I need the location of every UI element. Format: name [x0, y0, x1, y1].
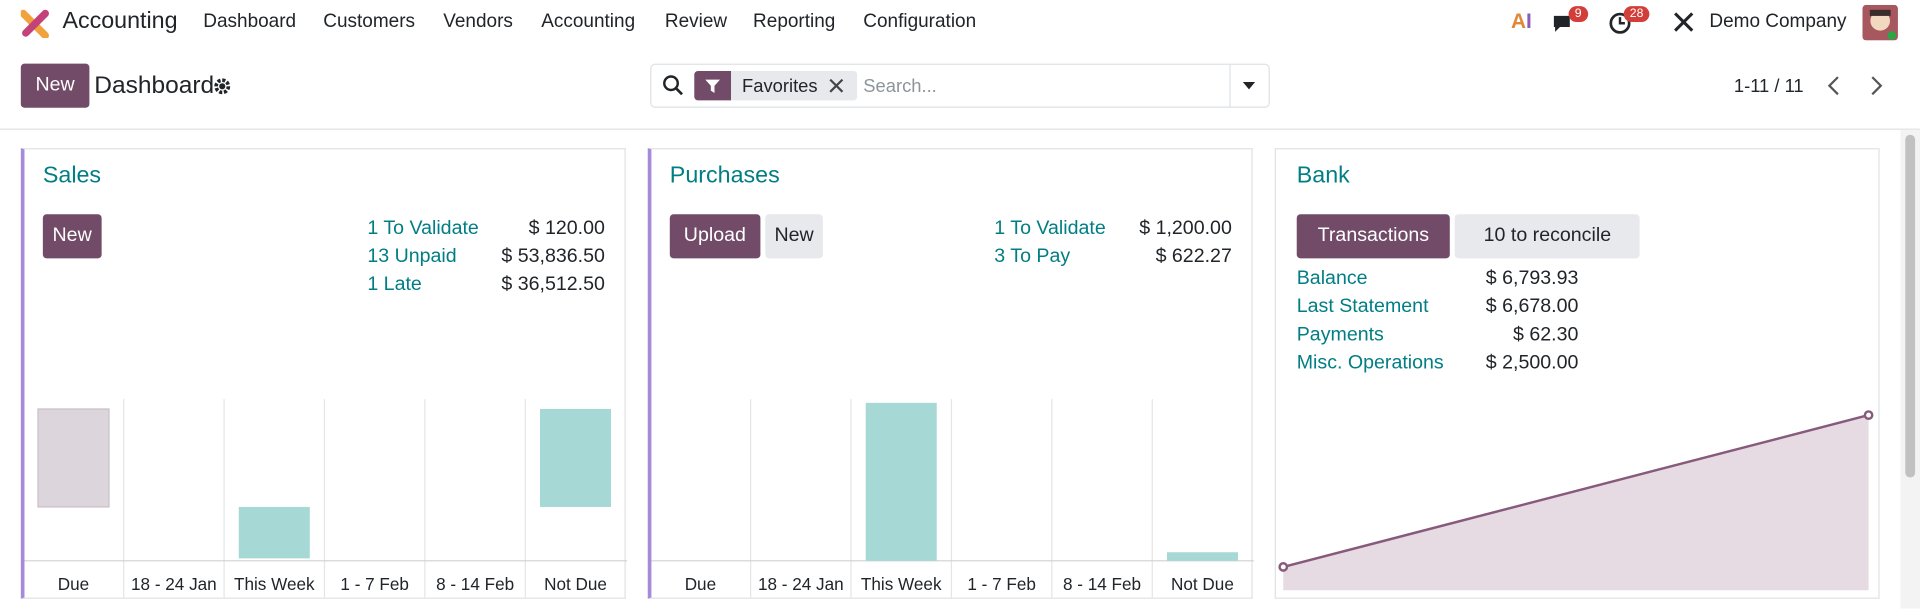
- divider: [1229, 64, 1231, 107]
- chat-icon[interactable]: [1551, 12, 1575, 34]
- stat-label[interactable]: 1 Late: [367, 274, 422, 296]
- x-tick-label: Not Due: [544, 574, 607, 594]
- stat-label[interactable]: Misc. Operations: [1296, 352, 1444, 374]
- stat-label[interactable]: Balance: [1296, 268, 1368, 289]
- menu-item[interactable]: Configuration: [863, 11, 977, 32]
- stat-label[interactable]: Payments: [1296, 324, 1384, 346]
- stat-amount: $ 36,512.50: [501, 274, 605, 296]
- avatar[interactable]: [1862, 4, 1898, 41]
- graph: [1278, 410, 1874, 591]
- stat-label[interactable]: 1 To Validate: [367, 217, 479, 239]
- new-button[interactable]: New: [20, 63, 90, 108]
- bar: [540, 408, 612, 507]
- company-name[interactable]: Demo Company: [1709, 11, 1847, 32]
- line: [1282, 413, 1869, 569]
- stat-amount: $ 6,678.00: [1485, 296, 1579, 318]
- stat-amount: $ 622.27: [1155, 246, 1232, 267]
- point: [1278, 562, 1289, 572]
- app-name: Accounting: [62, 8, 178, 35]
- stat-label[interactable]: Last Statement: [1296, 296, 1429, 318]
- gear-icon[interactable]: [213, 77, 231, 95]
- menu-item[interactable]: Customers: [323, 11, 416, 32]
- card-button[interactable]: Transactions: [1296, 214, 1451, 259]
- card-title[interactable]: Sales: [42, 162, 102, 189]
- x-tick-label: This Week: [861, 574, 942, 594]
- card-button[interactable]: New: [42, 214, 102, 259]
- stat-amount: $ 62.30: [1512, 324, 1579, 346]
- dashboard-card: Purchases Upload New 1 To Validate $ 1,200.0…: [647, 148, 1254, 599]
- area: [1283, 415, 1869, 591]
- bar: [865, 402, 937, 561]
- bar: [238, 506, 310, 559]
- x-tick-label: 1 - 7 Feb: [340, 574, 409, 594]
- bar: [1166, 552, 1238, 561]
- graph: Due 18 - 24 Jan This Week 1 - 7 Feb 8 - 14 F…: [24, 399, 627, 598]
- x-tick-label: 18 - 24 Jan: [131, 574, 217, 594]
- x-tick-label: This Week: [234, 574, 315, 594]
- x-tick-label: Due: [685, 574, 716, 594]
- x-tick-label: 8 - 14 Feb: [1063, 574, 1141, 594]
- card-title[interactable]: Bank: [1296, 162, 1350, 189]
- activity-icon[interactable]: [1608, 11, 1632, 35]
- card-button[interactable]: New: [764, 214, 824, 259]
- search-icon[interactable]: [662, 75, 684, 97]
- stat-amount: $ 1,200.00: [1139, 217, 1232, 239]
- scrollbar: [1900, 129, 1920, 609]
- point: [1863, 410, 1874, 421]
- app-logo: [20, 9, 49, 38]
- x-tick-label: 1 - 7 Feb: [967, 574, 1036, 594]
- stat-label[interactable]: 1 To Validate: [994, 217, 1106, 239]
- facet-label: Favorites: [742, 75, 818, 97]
- stat-amount: $ 6,793.93: [1485, 268, 1579, 289]
- activity-badge: 28: [1623, 6, 1650, 23]
- stat-amount: $ 120.00: [528, 217, 605, 239]
- stat-amount: $ 53,836.50: [501, 246, 605, 267]
- x-tick-label: Not Due: [1171, 574, 1234, 594]
- facet-remove[interactable]: [829, 78, 844, 93]
- x-tick-label: 8 - 14 Feb: [436, 574, 514, 594]
- chat-badge: 9: [1568, 6, 1588, 23]
- settings-icon[interactable]: [1673, 11, 1695, 33]
- menu-item[interactable]: Accounting: [541, 11, 636, 32]
- stat-amount: $ 2,500.00: [1485, 352, 1579, 374]
- ai-icon[interactable]: AI: [1511, 9, 1532, 34]
- card-title[interactable]: Purchases: [669, 162, 780, 189]
- graph: Due 18 - 24 Jan This Week 1 - 7 Feb 8 - 14 F…: [651, 399, 1254, 598]
- stat-label[interactable]: 13 Unpaid: [367, 246, 457, 267]
- x-tick-label: Due: [58, 574, 89, 594]
- menu-item[interactable]: Review: [664, 11, 728, 32]
- card-button[interactable]: 10 to reconcile: [1454, 214, 1640, 259]
- menu-item[interactable]: Vendors: [443, 11, 513, 32]
- card-button[interactable]: Upload: [669, 214, 760, 259]
- pager: 1-11 / 11: [1733, 75, 1804, 97]
- bar: [37, 408, 110, 508]
- stat-label[interactable]: 3 To Pay: [994, 246, 1071, 267]
- menu-item[interactable]: Dashboard: [203, 11, 297, 32]
- search-placeholder[interactable]: Search...: [863, 75, 937, 97]
- pager-next[interactable]: [1869, 75, 1886, 97]
- pager-prev[interactable]: [1824, 75, 1841, 97]
- x-tick-label: 18 - 24 Jan: [758, 574, 844, 594]
- page-title: Dashboard: [94, 72, 215, 100]
- menu-item[interactable]: Reporting: [753, 11, 836, 32]
- search-box[interactable]: [650, 63, 1270, 108]
- dashboard-card: Sales New 1 To Validate $ 120.00 13 Unpaid $ …: [20, 148, 627, 599]
- search-dropdown[interactable]: [1242, 81, 1257, 91]
- dashboard-card: Bank Transactions 10 to reconcile Balance $ …: [1274, 148, 1880, 599]
- facet-icon: [694, 71, 732, 101]
- separator: [0, 128, 1920, 130]
